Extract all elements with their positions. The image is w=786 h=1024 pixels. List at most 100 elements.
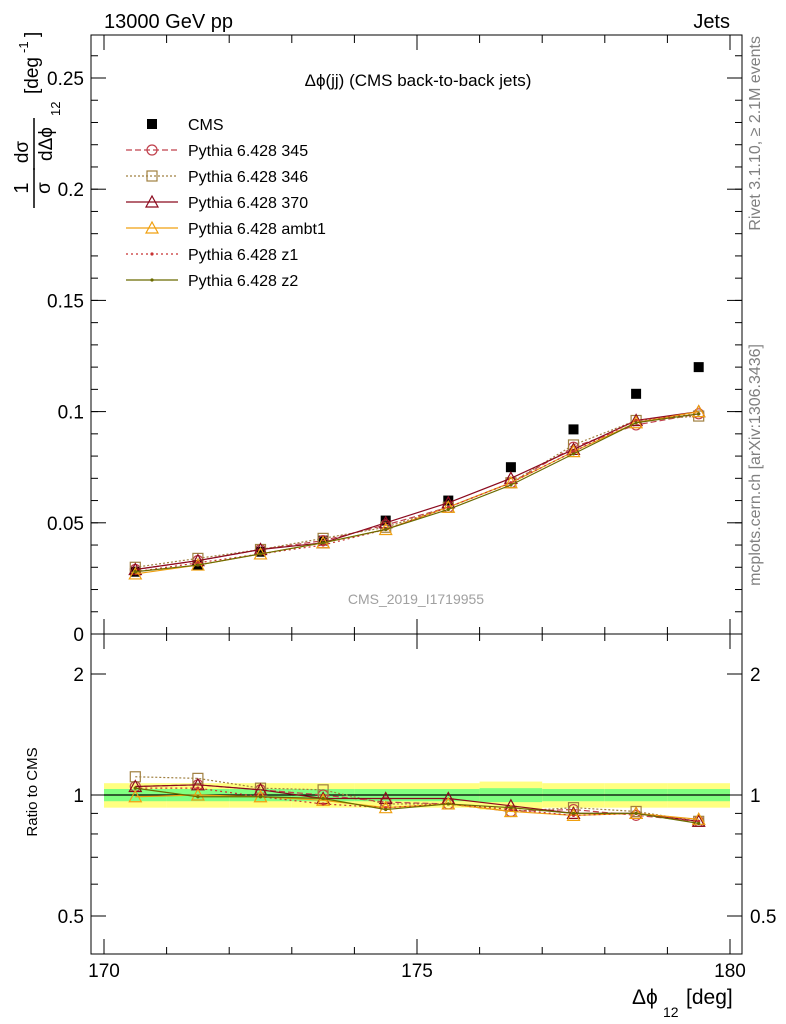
ratio-point [509, 806, 513, 810]
series-point [128, 566, 143, 580]
ratio-ytick-label-right: 2 [750, 665, 761, 686]
legend-label: Pythia 6.428 ambt1 [188, 221, 326, 238]
ratio-point [378, 791, 393, 805]
main-series [128, 362, 706, 580]
main-ytick-label: 0.2 [58, 180, 84, 201]
main-ylabel: 1 σ dσ dΔϕ 12 [deg -1 ] [11, 32, 63, 208]
legend-label: Pythia 6.428 370 [188, 195, 308, 212]
series-point [634, 418, 638, 423]
legend-entry: Pythia 6.428 z1 [126, 247, 298, 264]
series-point [634, 421, 638, 425]
series-point [509, 483, 513, 487]
series-point [441, 499, 456, 513]
series-point [196, 561, 200, 565]
series-cms [130, 362, 704, 577]
cms-point [693, 362, 704, 373]
legend-entry: Pythia 6.428 z2 [126, 273, 298, 290]
ratio-line [135, 787, 699, 824]
series-point [258, 552, 263, 556]
main-axes: 0 0.05 0.1 0.15 0.2 0.25 [47, 35, 742, 646]
series-point [571, 452, 576, 456]
ratio-point [321, 796, 325, 801]
legend-marker [144, 194, 160, 208]
series-pythia-6-428-345 [129, 408, 705, 576]
ylabel-dphi: dΔϕ [36, 127, 57, 161]
ratio-point [190, 787, 205, 801]
cms-point [568, 424, 579, 435]
ratio-ytick-label-right: 0.5 [750, 907, 776, 928]
x-axis-label: Δϕ 12 [deg] [632, 986, 733, 1020]
main-ytick-label: 0 [73, 625, 84, 646]
series-point [321, 543, 325, 547]
analysis-watermark: CMS_2019_I1719955 [348, 591, 484, 607]
legend-entry: Pythia 6.428 ambt1 [126, 220, 326, 238]
series-line [135, 413, 699, 573]
series-point [128, 562, 143, 576]
series-pythia-6-428-z1 [133, 412, 701, 574]
series-point [378, 515, 393, 529]
main-ytick-label: 0.1 [58, 403, 84, 424]
ylabel-sup: -1 [16, 41, 31, 53]
ratio-point [133, 786, 137, 790]
series-point [446, 507, 450, 512]
legend-label: Pythia 6.428 346 [188, 169, 308, 186]
ylabel-sub: 12 [48, 102, 63, 116]
header-left: 13000 GeV pp [104, 11, 233, 33]
ratio-point [128, 789, 143, 803]
xlabel-sub: 12 [663, 1004, 679, 1020]
series-point [446, 505, 450, 509]
legend-label: Pythia 6.428 z1 [188, 247, 298, 264]
cms-point [631, 388, 642, 399]
legend-entry: Pythia 6.428 346 [126, 169, 308, 186]
legend-label: Pythia 6.428 z2 [188, 273, 298, 290]
series-point [566, 444, 581, 458]
ratio-line [135, 776, 699, 822]
ratio-point [196, 786, 200, 790]
series-point [691, 404, 706, 418]
ratio-ytick-label: 2 [73, 665, 84, 686]
main-panel: 0 0.05 0.1 0.15 0.2 0.25 Δϕ(jj) (CMS back-to-… [11, 32, 743, 646]
series-line [135, 413, 699, 571]
legend-label: CMS [188, 117, 224, 134]
ratio-line [135, 787, 699, 822]
header-right: Jets [693, 11, 730, 33]
ratio-series [128, 771, 706, 827]
series-line [135, 415, 699, 568]
ratio-ytick-label: 0.5 [58, 907, 84, 928]
series-line [135, 411, 699, 575]
main-ytick-label: 0.15 [47, 291, 84, 312]
series-point [503, 475, 518, 489]
series-pythia-6-428-346 [129, 410, 705, 573]
ratio-axes: 0.5 0.5 1 1 2 2 170 175 180 [58, 634, 776, 982]
xtick-label: 175 [401, 961, 433, 982]
source-label: mcplots.cern.ch [arXiv:1306.3436] [747, 344, 764, 586]
legend-entry: Pythia 6.428 345 [126, 143, 308, 160]
ratio-point [441, 796, 456, 810]
legend-marker [150, 278, 154, 282]
legend-label: Pythia 6.428 345 [188, 143, 308, 160]
legend: CMS Pythia 6.428 345 Pythia 6.428 346 Pythi… [126, 117, 326, 290]
ratio-uncertainty-band [104, 781, 730, 810]
legend-entry: CMS [147, 117, 224, 134]
cms-point [255, 546, 266, 557]
cms-point [505, 462, 516, 473]
legend-marker [146, 144, 158, 156]
series-point [384, 527, 388, 532]
legend-entry: Pythia 6.428 370 [126, 194, 308, 212]
xlabel-symbol: Δϕ [632, 986, 658, 1009]
chart-title: Δϕ(jj) (CMS back-to-back jets) [305, 71, 532, 90]
xlabel-unit: [deg] [686, 986, 733, 1009]
series-point [509, 481, 513, 485]
rivet-version-label: Rivet 3.1.10, ≥ 2.1M events [747, 36, 764, 231]
series-line [135, 413, 699, 573]
ratio-point [697, 821, 701, 825]
ratio-point [384, 807, 388, 812]
ratio-point [378, 800, 393, 814]
ratio-point [321, 802, 325, 806]
series-point [571, 450, 576, 454]
ratio-point [196, 795, 200, 799]
ratio-point [253, 782, 268, 796]
ratio-point [571, 811, 576, 815]
series-pythia-6-428-z2 [133, 412, 701, 574]
